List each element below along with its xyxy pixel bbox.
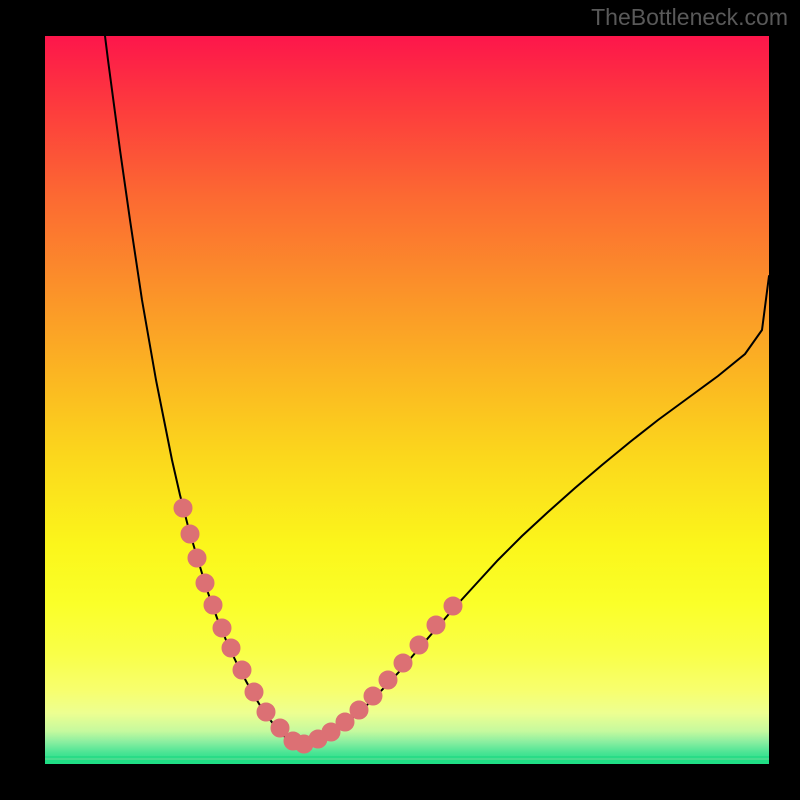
data-marker bbox=[394, 654, 412, 672]
data-marker bbox=[364, 687, 382, 705]
watermark-text: TheBottleneck.com bbox=[591, 4, 788, 31]
data-marker bbox=[257, 703, 275, 721]
data-marker bbox=[222, 639, 240, 657]
data-marker bbox=[196, 574, 214, 592]
data-marker bbox=[245, 683, 263, 701]
data-marker bbox=[174, 499, 192, 517]
data-marker bbox=[336, 713, 354, 731]
data-marker bbox=[444, 597, 462, 615]
chart-svg bbox=[0, 0, 800, 800]
chart-container: TheBottleneck.com bbox=[0, 0, 800, 800]
data-marker bbox=[233, 661, 251, 679]
bottom-band bbox=[45, 760, 769, 764]
data-marker bbox=[350, 701, 368, 719]
data-marker bbox=[410, 636, 428, 654]
bottom-band bbox=[45, 756, 769, 758]
bottom-band bbox=[45, 758, 769, 760]
data-marker bbox=[379, 671, 397, 689]
data-marker bbox=[188, 549, 206, 567]
data-marker bbox=[181, 525, 199, 543]
data-marker bbox=[427, 616, 445, 634]
data-marker bbox=[213, 619, 231, 637]
data-marker bbox=[204, 596, 222, 614]
